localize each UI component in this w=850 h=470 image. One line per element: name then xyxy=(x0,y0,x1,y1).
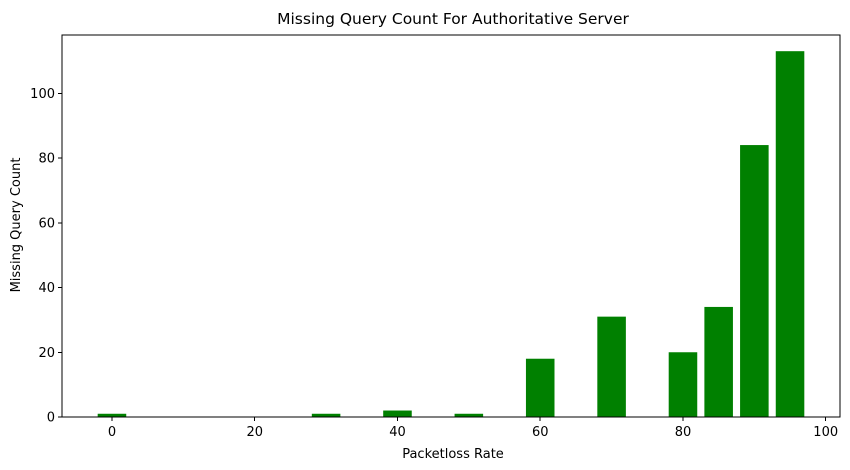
x-tick-label: 20 xyxy=(246,425,263,440)
plot-frame xyxy=(61,34,841,418)
chart-title: Missing Query Count For Authoritative Se… xyxy=(277,10,629,28)
y-axis-label: Missing Query Count xyxy=(9,158,24,293)
bar-95 xyxy=(775,51,805,418)
y-tick-label: 40 xyxy=(38,281,55,296)
y-tick-label: 100 xyxy=(30,87,55,102)
y-tick-label: 20 xyxy=(38,346,55,361)
bar-85 xyxy=(704,306,733,417)
x-tick-label: 0 xyxy=(108,425,116,440)
y-tick-label: 60 xyxy=(38,216,55,231)
bar-80 xyxy=(668,352,698,417)
x-tick-label: 40 xyxy=(389,425,406,440)
x-axis-label: Packetloss Rate xyxy=(402,447,504,462)
y-axis-ticks: 0 20 40 60 80 100 xyxy=(30,87,62,426)
bar-50 xyxy=(454,413,484,417)
bar-40 xyxy=(383,410,412,417)
bar-90 xyxy=(740,145,769,417)
bar-60 xyxy=(525,358,555,417)
x-tick-label: 100 xyxy=(813,425,838,440)
x-tick-label: 60 xyxy=(532,425,549,440)
bar-30 xyxy=(311,413,341,417)
y-tick-label: 0 xyxy=(47,411,55,426)
y-tick-label: 80 xyxy=(38,152,55,167)
x-tick-label: 80 xyxy=(675,425,692,440)
x-axis-ticks: 0 20 40 60 80 100 xyxy=(108,417,838,440)
bars-group xyxy=(97,51,805,418)
bar-70 xyxy=(597,316,626,417)
bar-0 xyxy=(97,413,127,417)
